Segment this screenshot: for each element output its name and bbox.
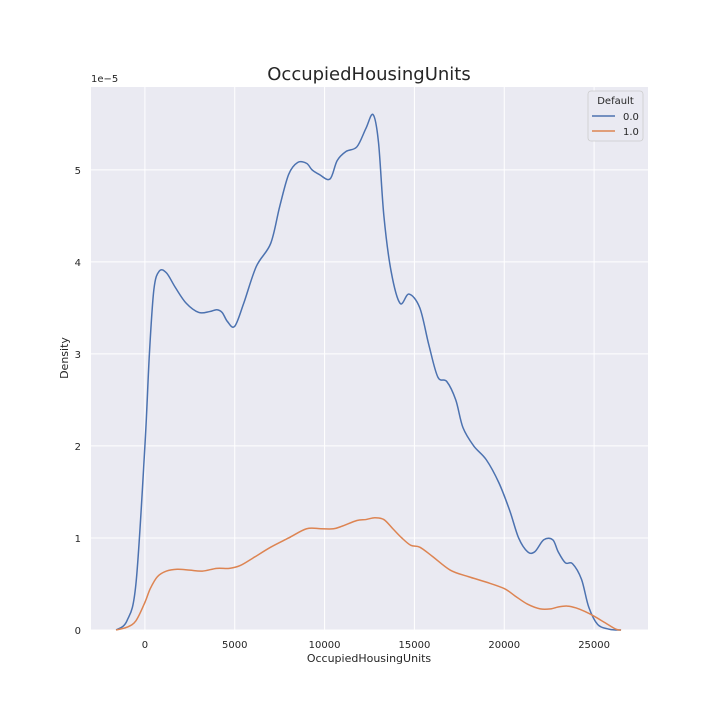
y-tick-label: 0 xyxy=(75,626,81,637)
chart-title: OccupiedHousingUnits xyxy=(267,64,470,85)
x-axis-label: OccupiedHousingUnits xyxy=(307,652,432,665)
y-tick-label: 3 xyxy=(75,350,81,361)
legend-label-0.0: 0.0 xyxy=(623,112,639,123)
y-tick-labels: 0 1 2 3 4 5 xyxy=(75,166,81,637)
legend-label-1.0: 1.0 xyxy=(623,127,639,138)
y-tick-label: 5 xyxy=(75,166,81,177)
series-layer xyxy=(115,113,622,631)
y-axis-label: Density xyxy=(58,337,71,379)
legend-box xyxy=(587,90,644,142)
y-tick-label: 1 xyxy=(75,534,81,545)
x-tick-label: 0 xyxy=(142,640,148,651)
x-tick-label: 25000 xyxy=(578,640,610,651)
y-tick-label: 4 xyxy=(75,258,81,269)
y-tick-label: 2 xyxy=(75,442,81,453)
x-tick-label: 15000 xyxy=(399,640,431,651)
x-tick-label: 20000 xyxy=(488,640,520,651)
plot-background xyxy=(91,87,648,630)
x-tick-labels: 0 5000 10000 15000 20000 25000 xyxy=(142,640,610,651)
x-tick-label: 10000 xyxy=(309,640,341,651)
y-offset-label: 1e−5 xyxy=(91,74,118,85)
density-line-0.0 xyxy=(115,113,622,631)
legend: Default 0.0 1.0 xyxy=(587,90,644,142)
density-line-1.0 xyxy=(115,516,622,631)
x-tick-label: 5000 xyxy=(222,640,247,651)
legend-title: Default xyxy=(597,96,634,107)
